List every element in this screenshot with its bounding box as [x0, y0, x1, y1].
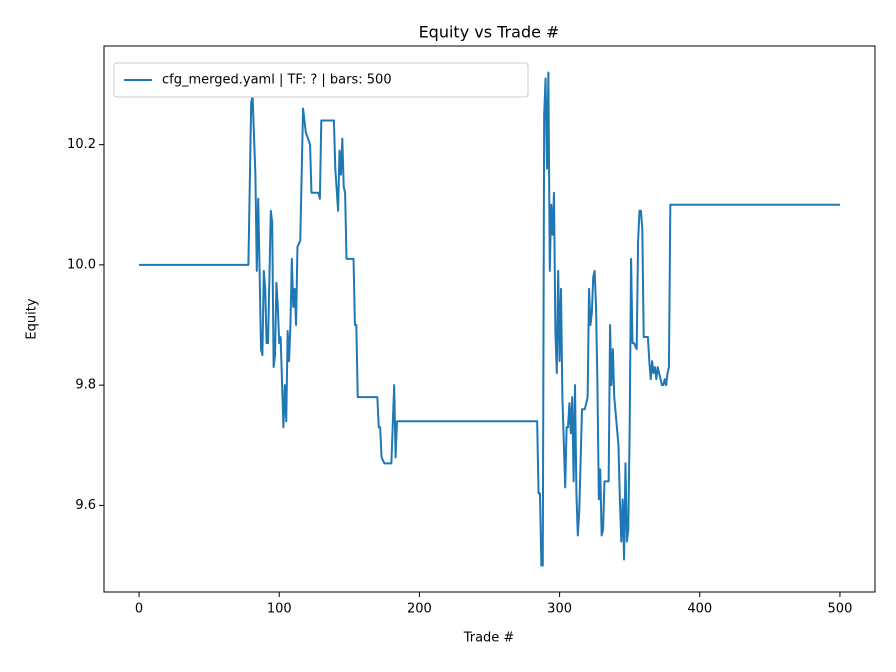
- x-tick-label: 0: [135, 602, 143, 617]
- x-tick-label: 500: [828, 602, 853, 617]
- x-axis-label: Trade #: [463, 631, 515, 646]
- x-tick-label: 100: [267, 602, 292, 617]
- y-tick-label: 9.6: [75, 498, 96, 513]
- axes-frame: [103, 45, 876, 593]
- legend-label: cfg_merged.yaml | TF: ? | bars: 500: [162, 73, 392, 88]
- y-axis-label: Equity: [25, 298, 40, 339]
- legend-box: [113, 62, 529, 98]
- y-tick-label: 10.2: [67, 137, 96, 152]
- series-line: [139, 71, 840, 567]
- y-tick-label: 10.0: [67, 257, 96, 272]
- x-tick-label: 200: [407, 602, 432, 617]
- y-tick-label: 9.8: [75, 378, 96, 393]
- x-tick-label: 300: [547, 602, 572, 617]
- x-tick-label: 400: [687, 602, 712, 617]
- chart-title: Equity vs Trade #: [419, 23, 560, 42]
